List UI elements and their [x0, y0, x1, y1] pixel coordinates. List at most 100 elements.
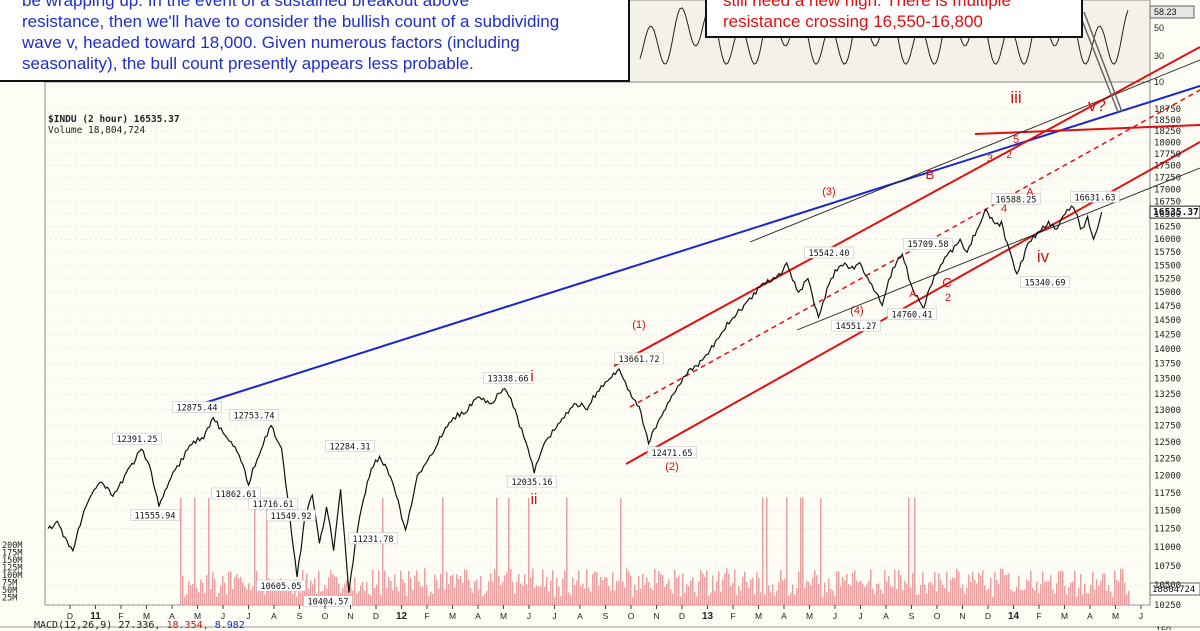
volume-bar	[598, 585, 600, 605]
price-label: 12284.31	[330, 442, 371, 452]
wave-label: (1)	[632, 319, 645, 331]
volume-bar	[548, 591, 550, 605]
volume-bar	[902, 589, 904, 605]
volume-bar	[842, 576, 844, 605]
volume-bar	[474, 581, 476, 605]
volume-bar	[504, 575, 506, 605]
y-tick-label: 15250	[1154, 275, 1181, 285]
volume-bar	[434, 574, 436, 605]
volume-bar	[432, 593, 434, 605]
y-tick-label: 18750	[1154, 105, 1181, 115]
volume-bar	[558, 586, 560, 605]
volume-bar	[652, 590, 654, 605]
volume-bar	[1010, 589, 1012, 605]
volume-bar	[486, 590, 488, 605]
volume-bar	[370, 595, 372, 605]
volume-bar	[764, 594, 766, 605]
volume-bar	[476, 579, 478, 605]
volume-bar	[262, 585, 264, 605]
volume-bar	[542, 569, 544, 605]
volume-bar	[396, 586, 398, 605]
volume-bars: 18804724	[180, 497, 1200, 605]
volume-bar	[292, 593, 294, 605]
volume-bar	[1044, 581, 1046, 605]
volume-bar	[1036, 581, 1038, 605]
volume-bar	[1112, 596, 1114, 605]
volume-bar	[424, 568, 426, 605]
volume-bar	[664, 586, 666, 605]
volume-bar	[1028, 581, 1030, 605]
volume-bar	[1122, 569, 1124, 605]
volume-bar	[282, 586, 284, 605]
volume-tick-label: 200M	[2, 541, 22, 551]
volume-bar	[684, 592, 686, 605]
volume-bar	[1074, 570, 1076, 605]
volume-bar	[374, 587, 376, 605]
volume-bar	[278, 579, 280, 605]
volume-bar	[296, 596, 298, 605]
volume-bar	[760, 592, 762, 605]
volume-bar	[470, 588, 472, 605]
volume-bar	[804, 587, 806, 605]
volume-bar	[286, 581, 288, 605]
volume-bar	[484, 594, 486, 605]
note-left-line: be wrapping up. In the event of a sustai…	[22, 0, 470, 10]
volume-bar	[516, 581, 518, 605]
volume-bar	[726, 568, 728, 605]
volume-bar	[510, 569, 512, 605]
volume-bar	[224, 582, 226, 605]
price-label-box	[887, 308, 937, 320]
volume-bar	[514, 593, 516, 605]
volume-bar	[526, 584, 528, 605]
volume-bar	[338, 583, 340, 605]
volume-tag: 18804724	[1152, 585, 1195, 595]
volume-bar	[1032, 587, 1034, 605]
red-channel-upper	[613, 46, 1200, 367]
volume-bar	[426, 585, 428, 605]
volume-bar	[1052, 589, 1054, 605]
volume-bar	[876, 583, 878, 605]
price-label-box	[303, 595, 353, 607]
price-label: 12035.16	[512, 478, 553, 488]
y-tick-label: 11750	[1154, 489, 1181, 499]
volume-bar	[530, 577, 532, 605]
volume-bar	[498, 576, 500, 605]
volume-bar	[686, 584, 688, 605]
volume-bar	[312, 584, 314, 605]
volume-bar	[1024, 589, 1026, 605]
x-tick-label: 12	[396, 611, 408, 622]
y-tick-label: 12250	[1154, 455, 1181, 465]
price-label: 13338.66	[488, 375, 529, 385]
volume-bar	[608, 585, 610, 605]
volume-bar	[992, 596, 994, 605]
volume-bar	[754, 594, 756, 605]
volume-bar	[358, 591, 360, 605]
volume-bar	[492, 582, 494, 605]
volume-bar	[782, 580, 784, 605]
volume-bar	[1000, 568, 1002, 605]
price-label: 14760.41	[892, 310, 933, 320]
volume-bar	[672, 593, 674, 605]
volume-bar	[368, 593, 370, 605]
volume-bar	[692, 577, 694, 605]
volume-bar	[1030, 570, 1032, 605]
x-tick-label: J	[221, 611, 225, 621]
price-label: 11549.92	[271, 512, 312, 522]
x-tick-label: A	[577, 611, 583, 621]
volume-bar	[180, 497, 182, 605]
volume-bar	[888, 576, 890, 605]
volume-bar	[1116, 580, 1118, 605]
volume-bar	[728, 573, 730, 605]
price-label-box	[211, 487, 261, 500]
volume-bar	[382, 498, 384, 605]
price-label: 10605.05	[261, 582, 302, 592]
volume-bar	[1078, 587, 1080, 605]
volume-bar	[612, 572, 614, 605]
volume-bar	[968, 574, 970, 605]
volume-bar	[776, 590, 778, 605]
wave-label: A	[1027, 187, 1034, 198]
x-tick-label: D	[373, 611, 379, 621]
volume-bar	[258, 591, 260, 605]
volume-bar	[890, 586, 892, 605]
volume-bar	[192, 583, 194, 605]
